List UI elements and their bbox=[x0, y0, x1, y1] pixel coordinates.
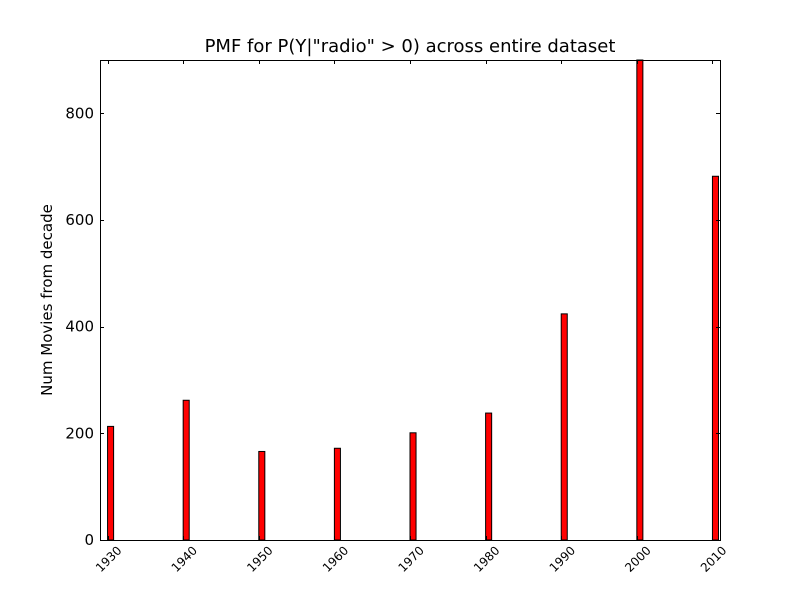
bar-1930 bbox=[107, 425, 115, 541]
xtick-label-1960: 1960 bbox=[320, 543, 351, 574]
xtick-label-1930: 1930 bbox=[93, 543, 124, 574]
bar-1950 bbox=[258, 450, 266, 541]
xtick-label-2000: 2000 bbox=[622, 543, 653, 574]
ytick-label-200: 200 bbox=[65, 424, 94, 442]
bar-1960 bbox=[333, 447, 341, 541]
bar-1970 bbox=[409, 432, 417, 541]
ytick-label-800: 800 bbox=[65, 104, 94, 122]
bar-1940 bbox=[182, 399, 190, 541]
xtick-label-1980: 1980 bbox=[471, 543, 502, 574]
ytick-label-600: 600 bbox=[65, 211, 94, 229]
chart-title: PMF for P(Y|"radio" > 0) across entire d… bbox=[205, 36, 616, 57]
xtick-label-1970: 1970 bbox=[395, 543, 426, 574]
bar-1980 bbox=[485, 412, 493, 541]
xtick-label-1950: 1950 bbox=[244, 543, 275, 574]
bars bbox=[107, 59, 719, 541]
xtick-label-1990: 1990 bbox=[547, 543, 578, 574]
bar-2010 bbox=[711, 175, 719, 541]
y-axis-label: Num Movies from decade bbox=[38, 204, 56, 396]
bar-2000 bbox=[636, 59, 644, 541]
bar-1990 bbox=[560, 313, 568, 541]
ytick-label-400: 400 bbox=[65, 318, 94, 336]
xtick-label-1940: 1940 bbox=[169, 543, 200, 574]
xtick-label-2010: 2010 bbox=[698, 543, 729, 574]
axis-ticks: 0 200 400 600 800 1930 1940 1950 1960 1970 1980 199… bbox=[65, 60, 729, 575]
plot-frame bbox=[100, 60, 721, 541]
ytick-label-0: 0 bbox=[84, 531, 94, 549]
